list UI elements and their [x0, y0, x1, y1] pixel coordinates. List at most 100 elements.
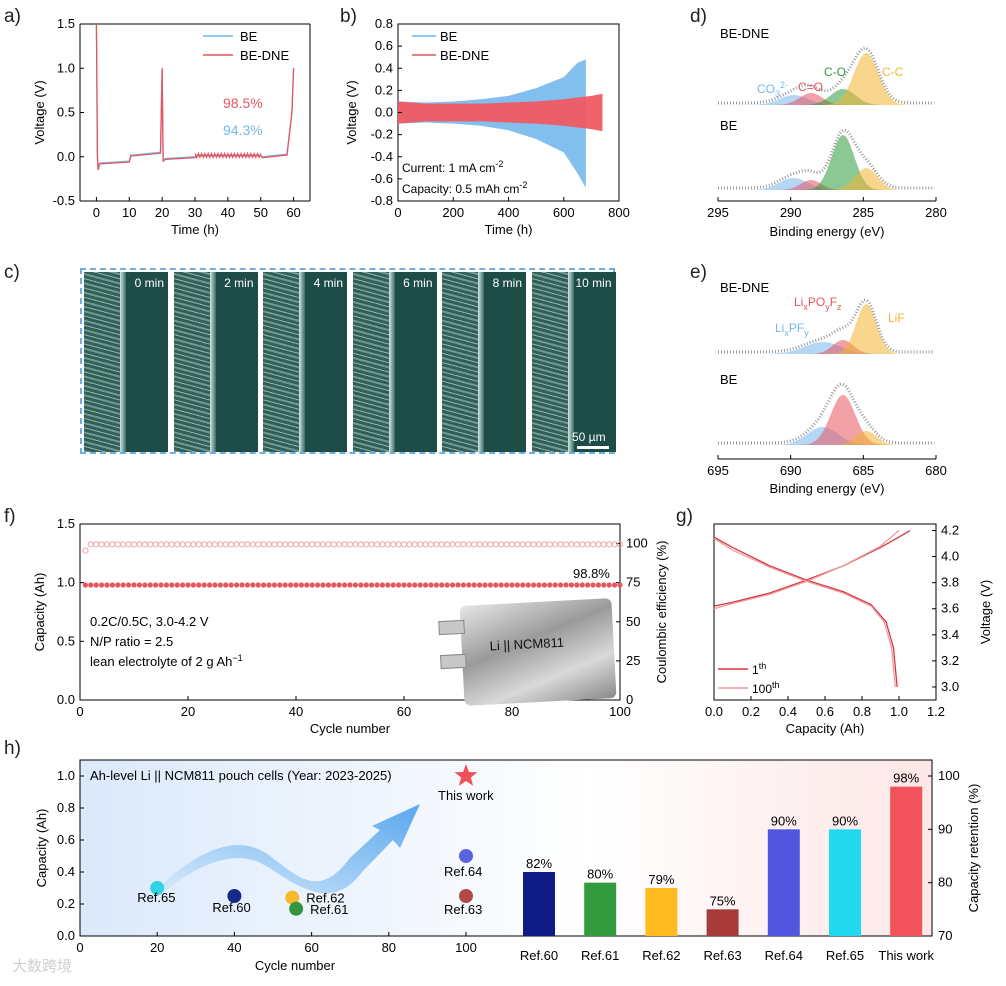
capacity-point: [417, 582, 423, 588]
capacity-point: [201, 582, 207, 588]
capacity-point: [244, 582, 250, 588]
capacity-point: [185, 582, 191, 588]
y2-tick-label: 80: [938, 875, 952, 890]
ce-point: [444, 541, 451, 548]
pouch-cell-photo: Li || NCM811: [438, 598, 617, 706]
bar-ref-60: [523, 872, 555, 936]
ce-point: [481, 541, 489, 548]
time-label: 10 min: [575, 276, 612, 290]
bar-this-work: [890, 786, 923, 936]
ce-point: [584, 541, 591, 548]
capacity-point: [277, 582, 283, 588]
y2-tick-label: 100: [938, 768, 960, 783]
ce-point: [179, 541, 186, 548]
x-tick-label: 0.0: [705, 704, 723, 719]
capacity-point: [320, 582, 326, 588]
capacity-point: [482, 582, 488, 588]
x-axis-label: Time (h): [485, 222, 533, 237]
bar-value-label: 79%: [648, 872, 674, 887]
chart-d: BE-DNE BE CO32- C=O C-O C-C 295 290 285 280…: [707, 26, 947, 239]
capacity-point: [477, 582, 483, 588]
micrograph-frame: 8 min: [442, 272, 526, 452]
capacity-point: [293, 582, 299, 588]
label-c-c: C-C: [882, 65, 904, 79]
ce-point: [82, 547, 89, 554]
ce-point: [562, 541, 570, 548]
ce-point: [508, 541, 516, 548]
ce-point: [184, 541, 192, 548]
capacity-point: [601, 582, 607, 588]
capacity-point: [309, 582, 315, 588]
point-label: Ref.63: [444, 902, 482, 917]
ce-point: [395, 541, 402, 548]
panel-label-a: a): [4, 6, 21, 27]
ce-point: [427, 541, 435, 548]
capacity-point: [412, 582, 418, 588]
y-tick-label: 1.0: [57, 768, 75, 783]
interface-edge: [299, 272, 305, 452]
ce-point: [384, 541, 391, 548]
x-tick-label: 0.8: [853, 704, 871, 719]
x-tick-label: 280: [925, 205, 947, 220]
capacity-point: [266, 582, 272, 588]
ce-point: [460, 541, 467, 548]
capacity-point: [174, 582, 180, 588]
lithium-deposit: [531, 272, 570, 452]
capacity-point: [493, 582, 499, 588]
legend-100th: 100th: [752, 680, 780, 696]
x-tick-label: 100: [455, 940, 477, 955]
micrograph-frame: 0 min: [84, 272, 168, 452]
capacity-point: [617, 582, 623, 588]
x-tick-label: 20: [181, 704, 195, 719]
ce-point: [190, 541, 197, 548]
micrograph-frame: 2 min: [173, 272, 258, 452]
capacity-point: [585, 582, 591, 588]
electrolyte-region: [305, 272, 347, 452]
ce-point: [579, 541, 586, 548]
ce-point: [271, 541, 278, 548]
ce-point: [433, 541, 440, 548]
electrolyte-region: [573, 272, 616, 452]
legend-dne: BE-DNE: [240, 48, 289, 63]
capacity-point: [471, 582, 477, 588]
ce-point: [217, 541, 224, 548]
ce-point: [519, 541, 526, 548]
discharge-curve-1th: [713, 536, 898, 688]
capacity-point: [423, 582, 429, 588]
y-tick-label: 3.4: [941, 627, 959, 642]
lithium-deposit: [173, 272, 212, 452]
chart-h: Ah-level Li || NCM811 pouch cells (Year:…: [34, 759, 981, 973]
capacity-point: [433, 582, 439, 588]
capacity-point: [552, 582, 558, 588]
ce-point: [314, 541, 321, 548]
electrolyte-region: [394, 272, 437, 452]
scale-bar: [577, 446, 609, 449]
panel-label-g: g): [676, 506, 693, 527]
x-tick-label: 80: [505, 704, 519, 719]
ce-point: [303, 541, 310, 548]
h-title: Ah-level Li || NCM811 pouch cells (Year:…: [90, 768, 392, 783]
ce-point: [487, 541, 494, 548]
legend-dne: BE-DNE: [440, 48, 489, 63]
ce-point: [141, 541, 148, 548]
capacity-point: [396, 582, 402, 588]
y2-axis-label: Capacity retention (%): [966, 784, 981, 913]
x-axis-label: Cycle number: [255, 958, 336, 973]
capacity-point: [352, 582, 358, 588]
ce-point: [233, 541, 240, 548]
y-tick-label: 3.6: [941, 601, 959, 616]
x-tick-label: 10: [122, 205, 136, 220]
ce-point: [125, 541, 132, 548]
capacity-point: [234, 582, 240, 588]
capacity-point: [136, 582, 142, 588]
x-tick-label: 800: [608, 205, 630, 220]
capacity-point: [460, 582, 466, 588]
x-tick-label: 30: [188, 205, 202, 220]
peak-c-o: [718, 135, 936, 190]
label-lipfy: LixPFy: [775, 321, 809, 338]
y-tick-label: 0.8: [375, 16, 393, 31]
pouch-label: Li || NCM811: [489, 634, 565, 654]
capacity-point: [504, 582, 510, 588]
label-co-double: C=O: [798, 80, 823, 94]
capacity-point: [288, 582, 294, 588]
